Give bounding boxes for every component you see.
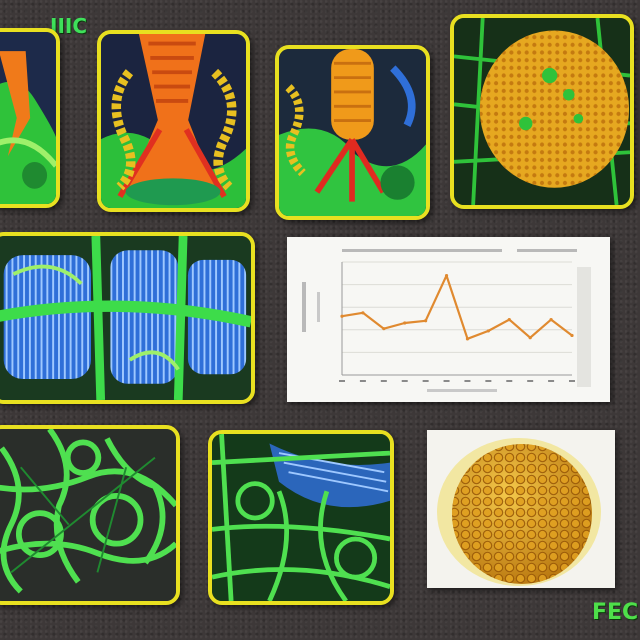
chart-point <box>507 318 511 322</box>
chart-x-tick <box>422 380 429 382</box>
chart-point <box>444 273 449 278</box>
chart-point <box>528 336 532 340</box>
chart-x-tick <box>527 380 534 382</box>
chart-x-tick <box>401 380 408 382</box>
chart-point <box>361 311 365 315</box>
chart-x-tick <box>443 380 450 382</box>
chart-x-tick <box>339 380 345 382</box>
chart-x-tick <box>464 380 471 382</box>
chart-point <box>382 327 386 331</box>
chart-point <box>424 319 428 323</box>
chart-x-tick <box>359 380 366 382</box>
cell-photo-card <box>427 430 615 588</box>
illustration-panel-3 <box>275 45 430 220</box>
line-chart <box>302 249 591 392</box>
chart-series-line <box>341 274 573 340</box>
chart-x-tick <box>548 380 555 382</box>
chart-x-tick <box>506 380 513 382</box>
line-chart-card <box>287 237 610 402</box>
chart-point <box>340 314 344 318</box>
illustration-panel-1 <box>0 28 60 208</box>
illustration-panel-6 <box>0 425 180 605</box>
illustration-panel-2 <box>97 30 250 212</box>
chart-point <box>549 318 553 322</box>
illustration-panel-4 <box>450 14 634 209</box>
chart-x-tick <box>485 380 492 382</box>
chart-point <box>465 337 470 341</box>
chart-point <box>486 329 490 333</box>
chart-point <box>403 321 407 325</box>
chart-x-tick <box>380 380 387 382</box>
illustration-panel-5 <box>0 232 255 404</box>
illustration-panel-7 <box>208 430 394 605</box>
corner-label-bottom: FEC <box>592 600 639 625</box>
chart-x-tick <box>569 380 575 382</box>
chart-point <box>570 333 574 338</box>
